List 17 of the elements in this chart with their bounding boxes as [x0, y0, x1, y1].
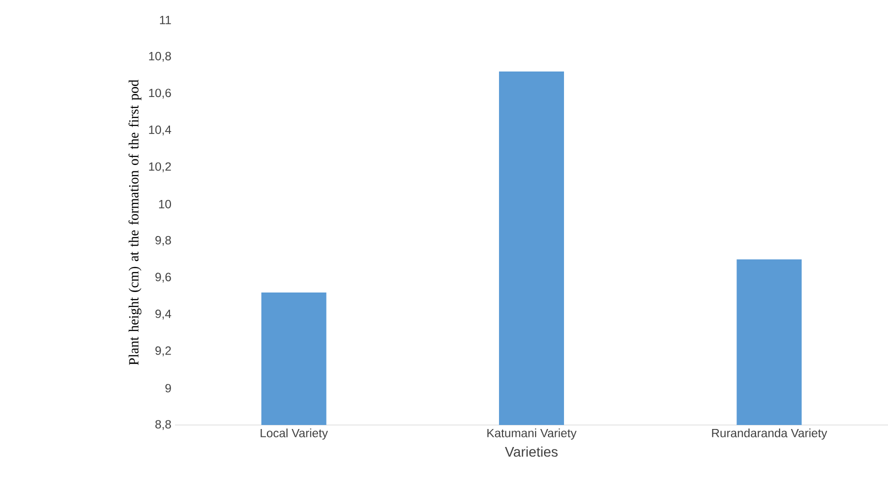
x-axis-title: Varieties — [504, 446, 558, 457]
y-tick-label: 9,2 — [155, 346, 171, 356]
y-tick-label: 10 — [159, 200, 172, 208]
y-tick-label: 10,2 — [149, 162, 171, 172]
y-tick-label: 9,6 — [155, 272, 171, 283]
x-tick-label: Local Variety — [260, 428, 328, 440]
y-tick-label: 9,8 — [155, 236, 171, 246]
y-tick-label: 11 — [160, 16, 171, 24]
x-tick-label: Katumani Variety — [487, 428, 577, 440]
y-tick-label: 9 — [165, 384, 171, 392]
y-tick-label: 9,4 — [155, 310, 172, 320]
y-axis-title: Plant height (cm) at the formation of the first pod — [128, 80, 142, 366]
y-tick-label: 10,4 — [149, 126, 172, 136]
y-tick-label: 8,8 — [155, 420, 171, 430]
y-tick-label: 10,6 — [149, 88, 171, 99]
y-tick-label: 10,8 — [149, 52, 171, 62]
x-tick-label: Rurandaranda Variety — [712, 428, 828, 440]
